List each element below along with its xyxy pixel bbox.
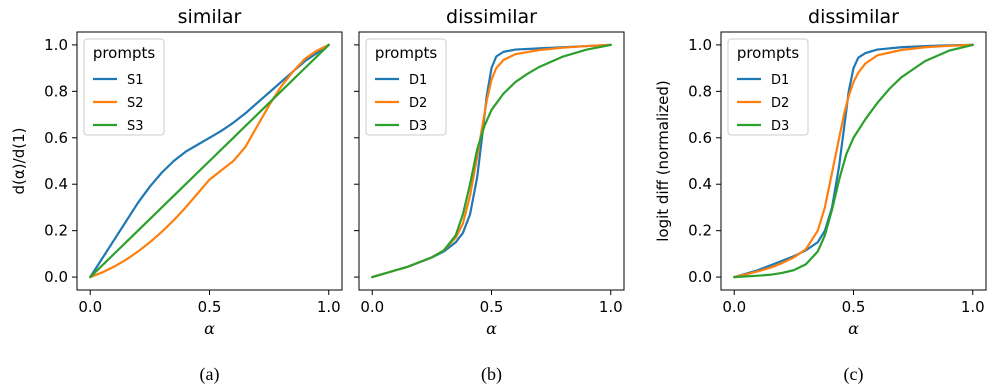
x-axis-label: α	[486, 319, 497, 338]
x-tick-label: 1.0	[961, 298, 985, 316]
legend-label-s3: S3	[127, 119, 144, 134]
y-tick-label: 0.6	[688, 129, 712, 147]
subfigure-caption: (a)	[200, 364, 220, 385]
chart-title: dissimilar	[808, 6, 899, 28]
y-axis-label: d(α)/d(1)	[10, 128, 28, 195]
legend-label-s1: S1	[127, 73, 144, 88]
legend-title: prompts	[375, 44, 438, 62]
chart-title: similar	[178, 6, 242, 28]
chart-title: dissimilar	[446, 6, 537, 28]
legend-box	[727, 38, 809, 136]
legend-title: prompts	[93, 44, 156, 62]
x-tick-label: 0.5	[198, 298, 222, 316]
x-tick-label: 0.0	[78, 298, 102, 316]
y-tick-label: 0.8	[44, 82, 68, 100]
x-axis-label: α	[848, 319, 859, 338]
series-line-s3	[89, 43, 330, 279]
y-tick-label: 1.0	[44, 36, 68, 54]
series-line-s2	[89, 43, 330, 279]
legend-label-s2: S2	[127, 96, 144, 111]
x-axis-label: α	[204, 319, 215, 338]
x-tick-label: 0.5	[842, 298, 866, 316]
y-tick-label: 0.6	[44, 129, 68, 147]
legend-label-d1: D1	[771, 73, 789, 88]
y-tick-label: 0.2	[44, 222, 68, 240]
legend: prompts D1 D2 D3	[727, 38, 809, 136]
subfigure-caption: (b)	[481, 364, 502, 385]
y-tick-label: 0.4	[688, 175, 712, 193]
series-line-d2	[733, 43, 974, 279]
subfigure-caption: (c)	[844, 364, 864, 385]
y-tick-label: 0.0	[44, 268, 68, 286]
x-tick-label: 0.5	[480, 298, 504, 316]
chart-panel-3: dissimilar 0.0 0.5 1.0 0.0 0.2 0.4 0.6 0.8 1.0 α lo…	[654, 6, 987, 385]
legend-box	[365, 38, 447, 136]
legend-label-d3: D3	[771, 119, 789, 134]
legend: prompts S1 S2 S3	[83, 38, 165, 136]
y-axis-label: logit diff (normalized)	[654, 80, 672, 242]
legend-label-d1: D1	[409, 73, 427, 88]
x-tick-label: 1.0	[599, 298, 623, 316]
legend-label-d3: D3	[409, 119, 427, 134]
legend-label-d2: D2	[771, 96, 789, 111]
legend: prompts D1 D2 D3	[365, 38, 447, 136]
series-line-d3	[371, 43, 612, 279]
series-line-d3	[733, 43, 974, 279]
series-line-d1	[733, 43, 974, 279]
chart-panel-1: similar 0.0 0.5 1.0 0.0 0.2 0.4 0.6 0.8 1.0 α d(α)/…	[10, 6, 343, 385]
legend-title: prompts	[737, 44, 800, 62]
y-tick-label: 0.4	[44, 175, 68, 193]
y-tick-label: 0.8	[688, 82, 712, 100]
y-tick-label: 0.2	[688, 222, 712, 240]
chart-panel-2: dissimilar 0.0 0.5 1.0 α prompts D1 D2 D3 (b)	[354, 6, 625, 385]
y-tick-label: 1.0	[688, 36, 712, 54]
x-tick-label: 1.0	[317, 298, 341, 316]
legend-box	[83, 38, 165, 136]
x-tick-label: 0.0	[722, 298, 746, 316]
y-tick-label: 0.0	[688, 268, 712, 286]
legend-label-d2: D2	[409, 96, 427, 111]
x-tick-label: 0.0	[360, 298, 384, 316]
